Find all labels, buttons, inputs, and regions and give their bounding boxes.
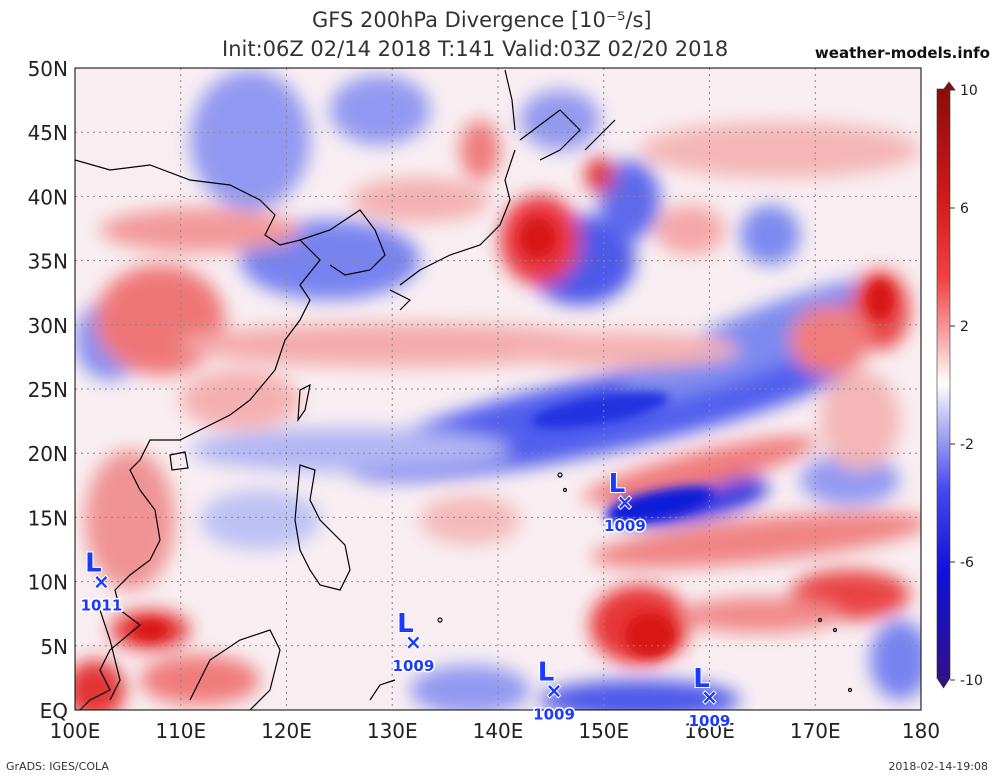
low-center-x: × xyxy=(546,679,563,703)
lon-tick-label: 110E xyxy=(155,719,206,740)
low-marker: L× 1009 xyxy=(603,468,648,537)
site-name[interactable]: weather-models.info xyxy=(814,44,990,62)
lon-tick-label: 180 xyxy=(902,719,940,740)
low-symbol: L xyxy=(397,609,414,639)
lon-tick-label: 140E xyxy=(473,719,524,740)
low-marker: L× 1011 xyxy=(79,548,124,617)
low-symbol: L xyxy=(85,549,102,579)
colorbar-gradient xyxy=(936,88,951,679)
lon-tick-label: 160E xyxy=(684,719,735,740)
low-marker: L× 1009 xyxy=(687,663,732,732)
colorbar: 10 6 2 -2 -6 -10 xyxy=(936,81,983,689)
low-pressure-label: 1011 xyxy=(81,597,123,615)
lat-tick-label: 40N xyxy=(28,185,68,209)
low-pressure-label: 1009 xyxy=(533,706,575,724)
lat-tick-label: 30N xyxy=(28,314,68,338)
latitude-labels: EQ 5N 10N 15N 20N 25N 30N 35N 40N 45N 50N xyxy=(28,57,68,723)
lat-tick-label: EQ xyxy=(40,699,68,723)
lon-tick-label: 170E xyxy=(790,719,841,740)
colorbar-tick-label: 6 xyxy=(960,201,969,217)
lat-tick-label: 50N xyxy=(28,57,68,81)
lon-tick-label: 150E xyxy=(578,719,629,740)
footer-credit: GrADS: IGES/COLA xyxy=(6,760,109,773)
map-subtitle: Init:06Z 02/14 2018 T:141 Valid:03Z 02/2… xyxy=(222,37,729,61)
low-marker: L× 1009 xyxy=(391,608,436,677)
low-center-x: × xyxy=(701,685,718,709)
colorbar-tick-label: -6 xyxy=(960,555,974,571)
longitude-labels: 100E 110E 120E 130E 140E 150E 160E 170E 180 xyxy=(50,719,941,740)
lon-tick-label: 120E xyxy=(261,719,312,740)
coastlines xyxy=(75,69,853,710)
low-center-x: × xyxy=(617,490,634,514)
lat-tick-label: 5N xyxy=(40,635,68,659)
low-pressure-label: 1009 xyxy=(604,517,646,535)
low-symbol: L xyxy=(609,469,626,499)
low-pressure-label: 1009 xyxy=(689,712,731,730)
graticule xyxy=(75,68,921,710)
footer-timestamp: 2018-02-14-19:08 xyxy=(888,760,988,773)
colorbar-tick-label: 10 xyxy=(960,83,978,99)
map-title: GFS 200hPa Divergence [10⁻⁵/s] xyxy=(312,8,652,32)
low-symbol: L xyxy=(538,658,555,688)
lon-tick-label: 100E xyxy=(50,719,101,740)
lat-tick-label: 45N xyxy=(28,121,68,145)
low-pressure-label: 1009 xyxy=(393,657,435,675)
colorbar-tick-label: 2 xyxy=(960,319,969,335)
divergence-map: 100E 110E 120E 130E 140E 150E 160E 170E 180 EQ 5N… xyxy=(28,57,983,740)
low-center-x: × xyxy=(93,570,110,594)
colorbar-tick-label: -10 xyxy=(960,673,983,689)
colorbar-tick-label: -2 xyxy=(960,437,974,453)
low-symbol: L xyxy=(693,664,710,694)
lon-tick-label: 130E xyxy=(367,719,418,740)
low-center-x: × xyxy=(405,630,422,654)
lat-tick-label: 10N xyxy=(28,571,68,595)
map-frame xyxy=(74,67,922,711)
lat-tick-label: 15N xyxy=(28,506,68,530)
low-marker: L× 1009 xyxy=(532,657,577,726)
lat-tick-label: 35N xyxy=(28,250,68,274)
lat-tick-label: 25N xyxy=(28,378,68,402)
lat-tick-label: 20N xyxy=(28,442,68,466)
